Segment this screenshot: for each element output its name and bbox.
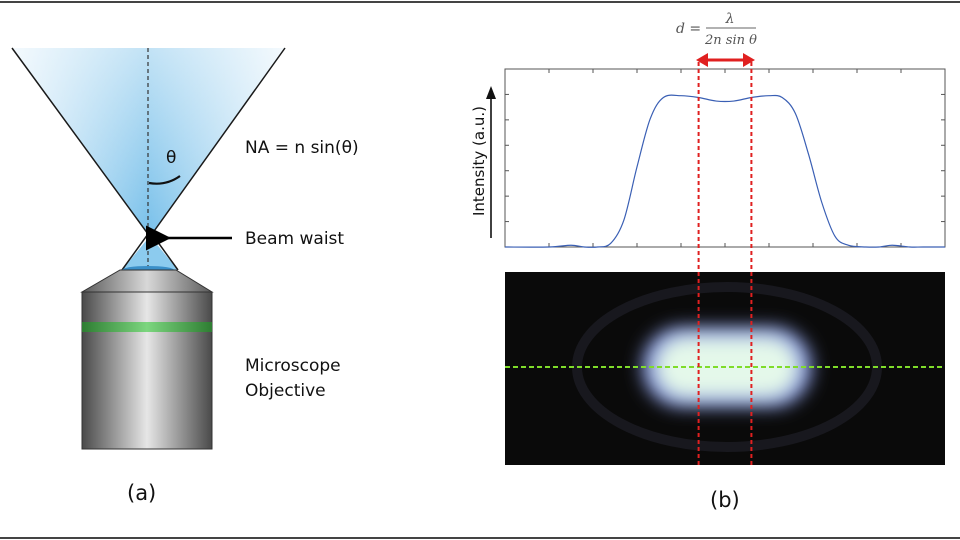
na-formula: NA = n sin(θ) xyxy=(245,138,359,158)
panel-b: d = λ 2n sin θ Intensity (a.u.) (b) xyxy=(470,11,946,512)
objective-label-line1: Microscope xyxy=(245,356,341,376)
plot-ylabel: Intensity (a.u.) xyxy=(470,106,488,216)
ylabel-arrow-head xyxy=(486,86,496,99)
objective-green-band xyxy=(82,322,212,332)
intensity-curve xyxy=(504,94,945,248)
objective-cap xyxy=(80,269,214,293)
spot-core xyxy=(655,336,799,398)
caption-a: (a) xyxy=(127,481,156,505)
caption-b: (b) xyxy=(710,488,740,512)
theta-symbol: θ xyxy=(166,148,176,168)
theta-arc xyxy=(148,175,181,185)
width-arrow-head-left xyxy=(696,53,708,67)
formula-denominator: 2n sin θ xyxy=(704,33,757,48)
plot-frame xyxy=(504,68,946,248)
beam-waist-label: Beam waist xyxy=(245,229,344,249)
panel-a: θ NA = n sin(θ) Beam waist Microscope Ob… xyxy=(11,47,359,505)
formula-lhs: d = xyxy=(676,21,701,37)
width-arrow-head-right xyxy=(743,53,755,67)
objective-label-line2: Objective xyxy=(245,381,326,401)
formula-numerator: λ xyxy=(725,11,735,27)
objective-body xyxy=(81,291,213,450)
beam-waist-lower-cone xyxy=(122,236,178,270)
plot-ticks xyxy=(505,69,945,247)
